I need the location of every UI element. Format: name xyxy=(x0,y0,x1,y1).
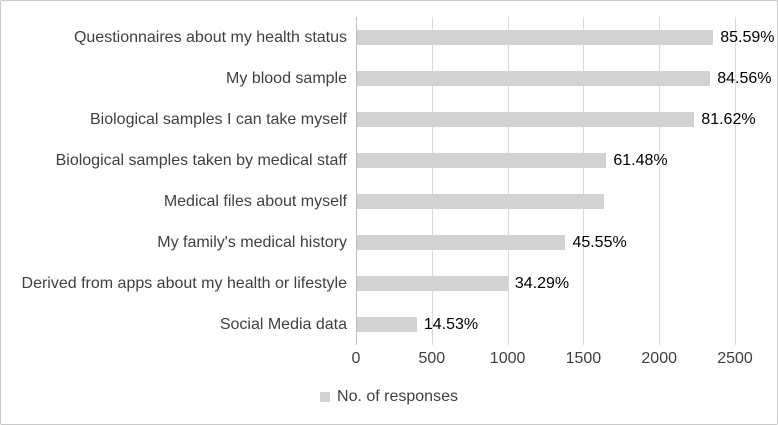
bar xyxy=(357,29,714,45)
gridline xyxy=(507,17,509,345)
x-tick-label: 2000 xyxy=(641,350,677,367)
value-label: 45.55% xyxy=(572,233,627,251)
x-tick-label: 1500 xyxy=(565,350,602,367)
legend-swatch-icon xyxy=(320,392,331,402)
bar xyxy=(357,275,508,291)
category-label: Derived from apps about my health or lif… xyxy=(21,274,347,292)
gridline xyxy=(659,17,661,345)
category-label: Questionnaires about my health status xyxy=(73,28,347,46)
y-axis-line xyxy=(356,17,357,345)
bar xyxy=(357,193,605,209)
value-label: 85.59% xyxy=(720,28,775,46)
bar xyxy=(357,70,711,86)
gridline xyxy=(583,17,585,345)
category-label: My family's medical history xyxy=(157,233,347,251)
value-label: 84.56% xyxy=(717,69,772,87)
category-label: My blood sample xyxy=(226,69,347,87)
gridline xyxy=(431,17,433,345)
category-label: Medical files about myself xyxy=(163,192,347,210)
bar xyxy=(357,234,566,250)
x-tick-label: 2500 xyxy=(717,350,753,367)
value-label: 61.48% xyxy=(613,151,668,169)
category-label: Social Media data xyxy=(219,315,347,333)
value-label: 34.29% xyxy=(514,274,570,292)
bar xyxy=(357,152,607,168)
x-tick-label: 500 xyxy=(418,350,446,367)
legend-label: No. of responses xyxy=(337,388,458,405)
bar xyxy=(357,111,695,127)
bar xyxy=(357,316,417,332)
x-tick-label: 1000 xyxy=(489,350,526,367)
value-label: 14.53% xyxy=(423,315,479,333)
gridline xyxy=(735,17,736,345)
legend: No. of responses xyxy=(1,388,777,406)
x-tick-label: 0 xyxy=(351,350,361,367)
category-label: Biological samples I can take myself xyxy=(90,110,347,128)
category-label: Biological samples taken by medical staf… xyxy=(55,151,347,169)
value-label: 81.62% xyxy=(701,110,756,128)
